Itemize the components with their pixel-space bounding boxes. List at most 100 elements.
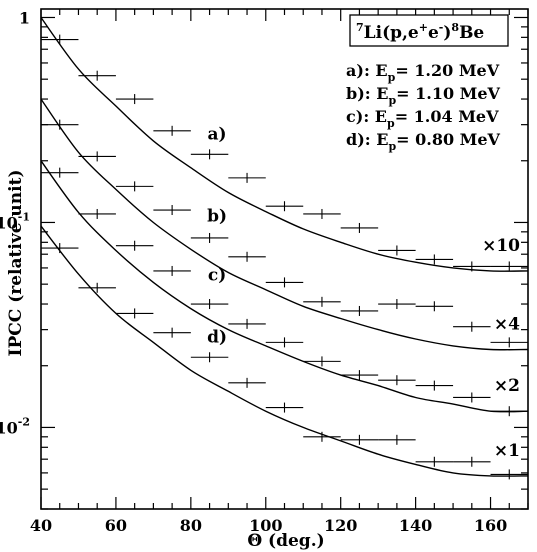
series-letter-label: d) (207, 327, 227, 347)
data-point (490, 406, 528, 417)
data-point (190, 149, 229, 160)
data-point (303, 208, 341, 219)
data-point (303, 356, 341, 367)
data-point (228, 318, 266, 329)
data-point (190, 352, 229, 363)
legend-line-sub: p (388, 94, 396, 107)
y-tick-exponent: -2 (18, 415, 30, 428)
data-point (340, 222, 379, 233)
legend-line-tag: b): E (346, 84, 388, 103)
y-tick-base: 10 (0, 418, 18, 437)
y-tick-label: 1 (19, 8, 30, 27)
y-axis-label: IPCC (relative unit) (6, 170, 26, 357)
series-scale-label: ×10 (482, 236, 520, 256)
series-letter-label: a) (208, 125, 227, 145)
data-point (378, 245, 416, 256)
data-point (453, 261, 491, 272)
fit-curve (40, 225, 529, 477)
legend-line: d): Ep= 0.80 MeV (346, 130, 501, 153)
legend-line-rest: = 1.20 MeV (395, 61, 499, 80)
fit-curve (40, 17, 529, 272)
x-tick-label: 140 (399, 516, 432, 535)
x-tick-label: 120 (324, 516, 357, 535)
data-point (78, 151, 116, 162)
data-point (41, 119, 79, 130)
x-tick-label: 60 (105, 516, 127, 535)
legend-line-tag: a): E (346, 61, 388, 80)
data-point (378, 434, 416, 445)
legend-line-sub: p (388, 140, 396, 153)
data-point (153, 125, 191, 136)
legend-line-rest: = 1.10 MeV (396, 84, 500, 103)
data-point (228, 377, 266, 388)
x-ticks: 40 60 80 100 120 140 160 (30, 9, 529, 535)
data-point (78, 208, 116, 219)
data-point (490, 337, 528, 348)
data-points (41, 34, 528, 480)
data-point (41, 243, 79, 254)
data-point (415, 380, 454, 391)
data-point (415, 301, 454, 312)
x-tick-label: 80 (180, 516, 202, 535)
fit-curve (40, 160, 529, 413)
legend-line-sub: p (388, 71, 396, 84)
legend-line-tag: c): E (346, 107, 387, 126)
data-point (228, 172, 266, 183)
series-scale-label: ×4 (494, 314, 520, 334)
legend-line: c): Ep= 1.04 MeV (346, 107, 499, 130)
fit-curves (40, 17, 529, 477)
data-point (453, 456, 491, 467)
data-point (115, 308, 154, 319)
legend-line: a): Ep= 1.20 MeV (346, 61, 500, 84)
data-point (340, 305, 379, 316)
data-point (265, 402, 304, 413)
series-scale-label: ×1 (494, 441, 520, 461)
data-point (78, 70, 116, 81)
data-point (153, 205, 191, 216)
x-tick-label: 160 (474, 516, 507, 535)
y-tick-label: 10-2 (0, 415, 30, 437)
reaction-mass-pre: 7 (356, 21, 364, 34)
reaction-sup-minus: - (439, 21, 444, 34)
y-tick-exponent: -1 (18, 210, 30, 223)
legend-reaction-box (349, 14, 509, 47)
data-point (415, 254, 454, 265)
data-point (340, 434, 379, 445)
reaction-part-a: Li(p,e (364, 23, 419, 43)
reaction-mass-post: 8 (451, 21, 459, 34)
legend-line-tag: d): E (346, 130, 388, 149)
data-point (228, 251, 266, 262)
data-point (453, 321, 491, 332)
series-labels: a) ×10 b) ×4 c) ×2 d) ×1 (207, 125, 520, 461)
data-point (153, 265, 191, 276)
data-point (378, 375, 416, 386)
legend-reaction: 7Li(p,e+e-)8Be (356, 21, 484, 43)
data-point (190, 232, 229, 243)
series-letter-label: c) (208, 266, 226, 286)
x-tick-label: 40 (30, 516, 52, 535)
y-ticks: 10-210-11 (0, 8, 528, 510)
series-letter-label: b) (207, 206, 227, 226)
data-point (265, 337, 304, 348)
legend-line: b): Ep= 1.10 MeV (346, 84, 501, 107)
data-point (415, 456, 454, 467)
legend-line-rest: = 1.04 MeV (395, 107, 499, 126)
series-scale-label: ×2 (494, 376, 520, 396)
y-tick-base: 10 (0, 213, 18, 232)
data-point (115, 181, 154, 192)
reaction-part-e: ) (443, 23, 451, 43)
data-point (490, 469, 528, 480)
data-point (265, 277, 304, 288)
legend-line-rest: = 0.80 MeV (396, 130, 500, 149)
data-point (303, 296, 341, 307)
y-tick-label: 10-1 (0, 210, 30, 232)
reaction-sup-plus: + (419, 21, 428, 34)
data-point (41, 34, 79, 45)
y-tick-base: 1 (19, 8, 30, 27)
data-point (115, 94, 154, 105)
data-point (78, 282, 116, 293)
reaction-part-g: Be (459, 23, 484, 43)
